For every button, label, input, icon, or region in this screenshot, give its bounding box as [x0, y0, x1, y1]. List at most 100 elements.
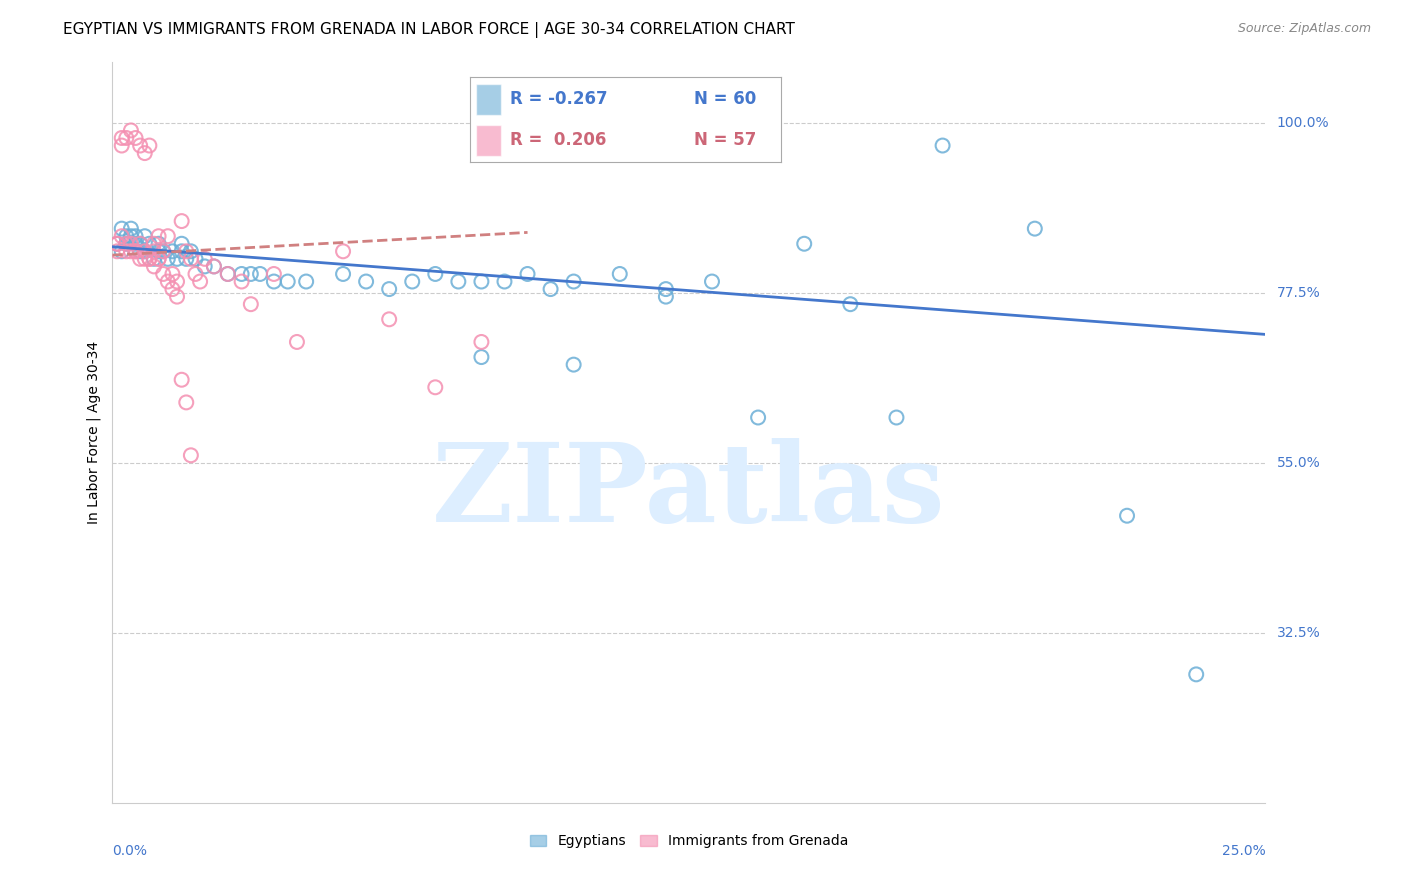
Point	[115, 236, 138, 251]
Point	[105, 236, 128, 251]
Point	[747, 410, 769, 425]
Point	[162, 267, 184, 281]
Point	[470, 334, 492, 349]
Point	[148, 252, 170, 266]
Point	[129, 138, 152, 153]
Point	[239, 267, 262, 281]
Point	[180, 252, 202, 266]
Point	[332, 267, 354, 281]
Text: Source: ZipAtlas.com: Source: ZipAtlas.com	[1237, 22, 1371, 36]
Point	[295, 275, 318, 289]
Point	[124, 229, 146, 244]
Point	[184, 267, 207, 281]
Point	[354, 275, 377, 289]
Point	[263, 267, 285, 281]
Point	[609, 267, 631, 281]
Point	[115, 131, 138, 145]
Point	[655, 290, 678, 304]
Point	[156, 275, 179, 289]
Point	[180, 448, 202, 462]
Point	[166, 290, 188, 304]
Point	[263, 275, 285, 289]
Point	[494, 275, 516, 289]
Point	[143, 252, 166, 266]
Point	[129, 244, 152, 259]
Point	[115, 244, 138, 259]
Point	[138, 236, 160, 251]
Point	[470, 275, 492, 289]
Point	[1024, 221, 1046, 235]
Point	[470, 350, 492, 364]
Point	[378, 312, 401, 326]
Point	[143, 236, 166, 251]
Point	[231, 275, 253, 289]
Text: EGYPTIAN VS IMMIGRANTS FROM GRENADA IN LABOR FORCE | AGE 30-34 CORRELATION CHART: EGYPTIAN VS IMMIGRANTS FROM GRENADA IN L…	[63, 22, 796, 38]
Text: 55.0%: 55.0%	[1277, 456, 1320, 470]
Point	[138, 138, 160, 153]
Point	[162, 282, 184, 296]
Point	[124, 131, 146, 145]
Point	[516, 267, 538, 281]
Point	[134, 229, 156, 244]
Point	[134, 244, 156, 259]
Point	[425, 267, 447, 281]
Point	[111, 138, 134, 153]
Point	[156, 252, 179, 266]
Text: ZIPatlas: ZIPatlas	[432, 438, 946, 545]
Point	[111, 244, 134, 259]
Point	[124, 244, 146, 259]
Point	[129, 252, 152, 266]
Point	[793, 236, 815, 251]
Point	[188, 275, 211, 289]
Point	[120, 221, 142, 235]
Point	[148, 236, 170, 251]
Point	[120, 244, 142, 259]
Text: 100.0%: 100.0%	[1277, 116, 1329, 130]
Point	[217, 267, 239, 281]
Point	[134, 146, 156, 161]
Point	[143, 244, 166, 259]
Point	[143, 260, 166, 274]
Point	[115, 229, 138, 244]
Point	[115, 236, 138, 251]
Point	[174, 252, 197, 266]
Point	[105, 236, 128, 251]
Point	[124, 244, 146, 259]
Point	[231, 267, 253, 281]
Point	[202, 260, 225, 274]
Y-axis label: In Labor Force | Age 30-34: In Labor Force | Age 30-34	[87, 341, 101, 524]
Point	[285, 334, 308, 349]
Point	[111, 229, 134, 244]
Point	[931, 138, 953, 153]
Point	[148, 244, 170, 259]
Point	[170, 373, 193, 387]
Legend: Egyptians, Immigrants from Grenada: Egyptians, Immigrants from Grenada	[523, 827, 855, 855]
Point	[184, 252, 207, 266]
Point	[134, 252, 156, 266]
Point	[239, 297, 262, 311]
Point	[700, 275, 723, 289]
Point	[129, 236, 152, 251]
Text: 25.0%: 25.0%	[1222, 844, 1265, 857]
Point	[152, 244, 174, 259]
Point	[277, 275, 299, 289]
Point	[562, 275, 585, 289]
Point	[120, 236, 142, 251]
Point	[202, 260, 225, 274]
Point	[170, 236, 193, 251]
Point	[655, 282, 678, 296]
Point	[180, 244, 202, 259]
Point	[540, 282, 562, 296]
Point	[105, 236, 128, 251]
Point	[156, 229, 179, 244]
Text: 77.5%: 77.5%	[1277, 285, 1320, 300]
Point	[194, 252, 217, 266]
Point	[111, 221, 134, 235]
Point	[105, 244, 128, 259]
Point	[120, 123, 142, 137]
Point	[162, 244, 184, 259]
Point	[152, 244, 174, 259]
Point	[447, 275, 470, 289]
Point	[138, 252, 160, 266]
Point	[138, 252, 160, 266]
